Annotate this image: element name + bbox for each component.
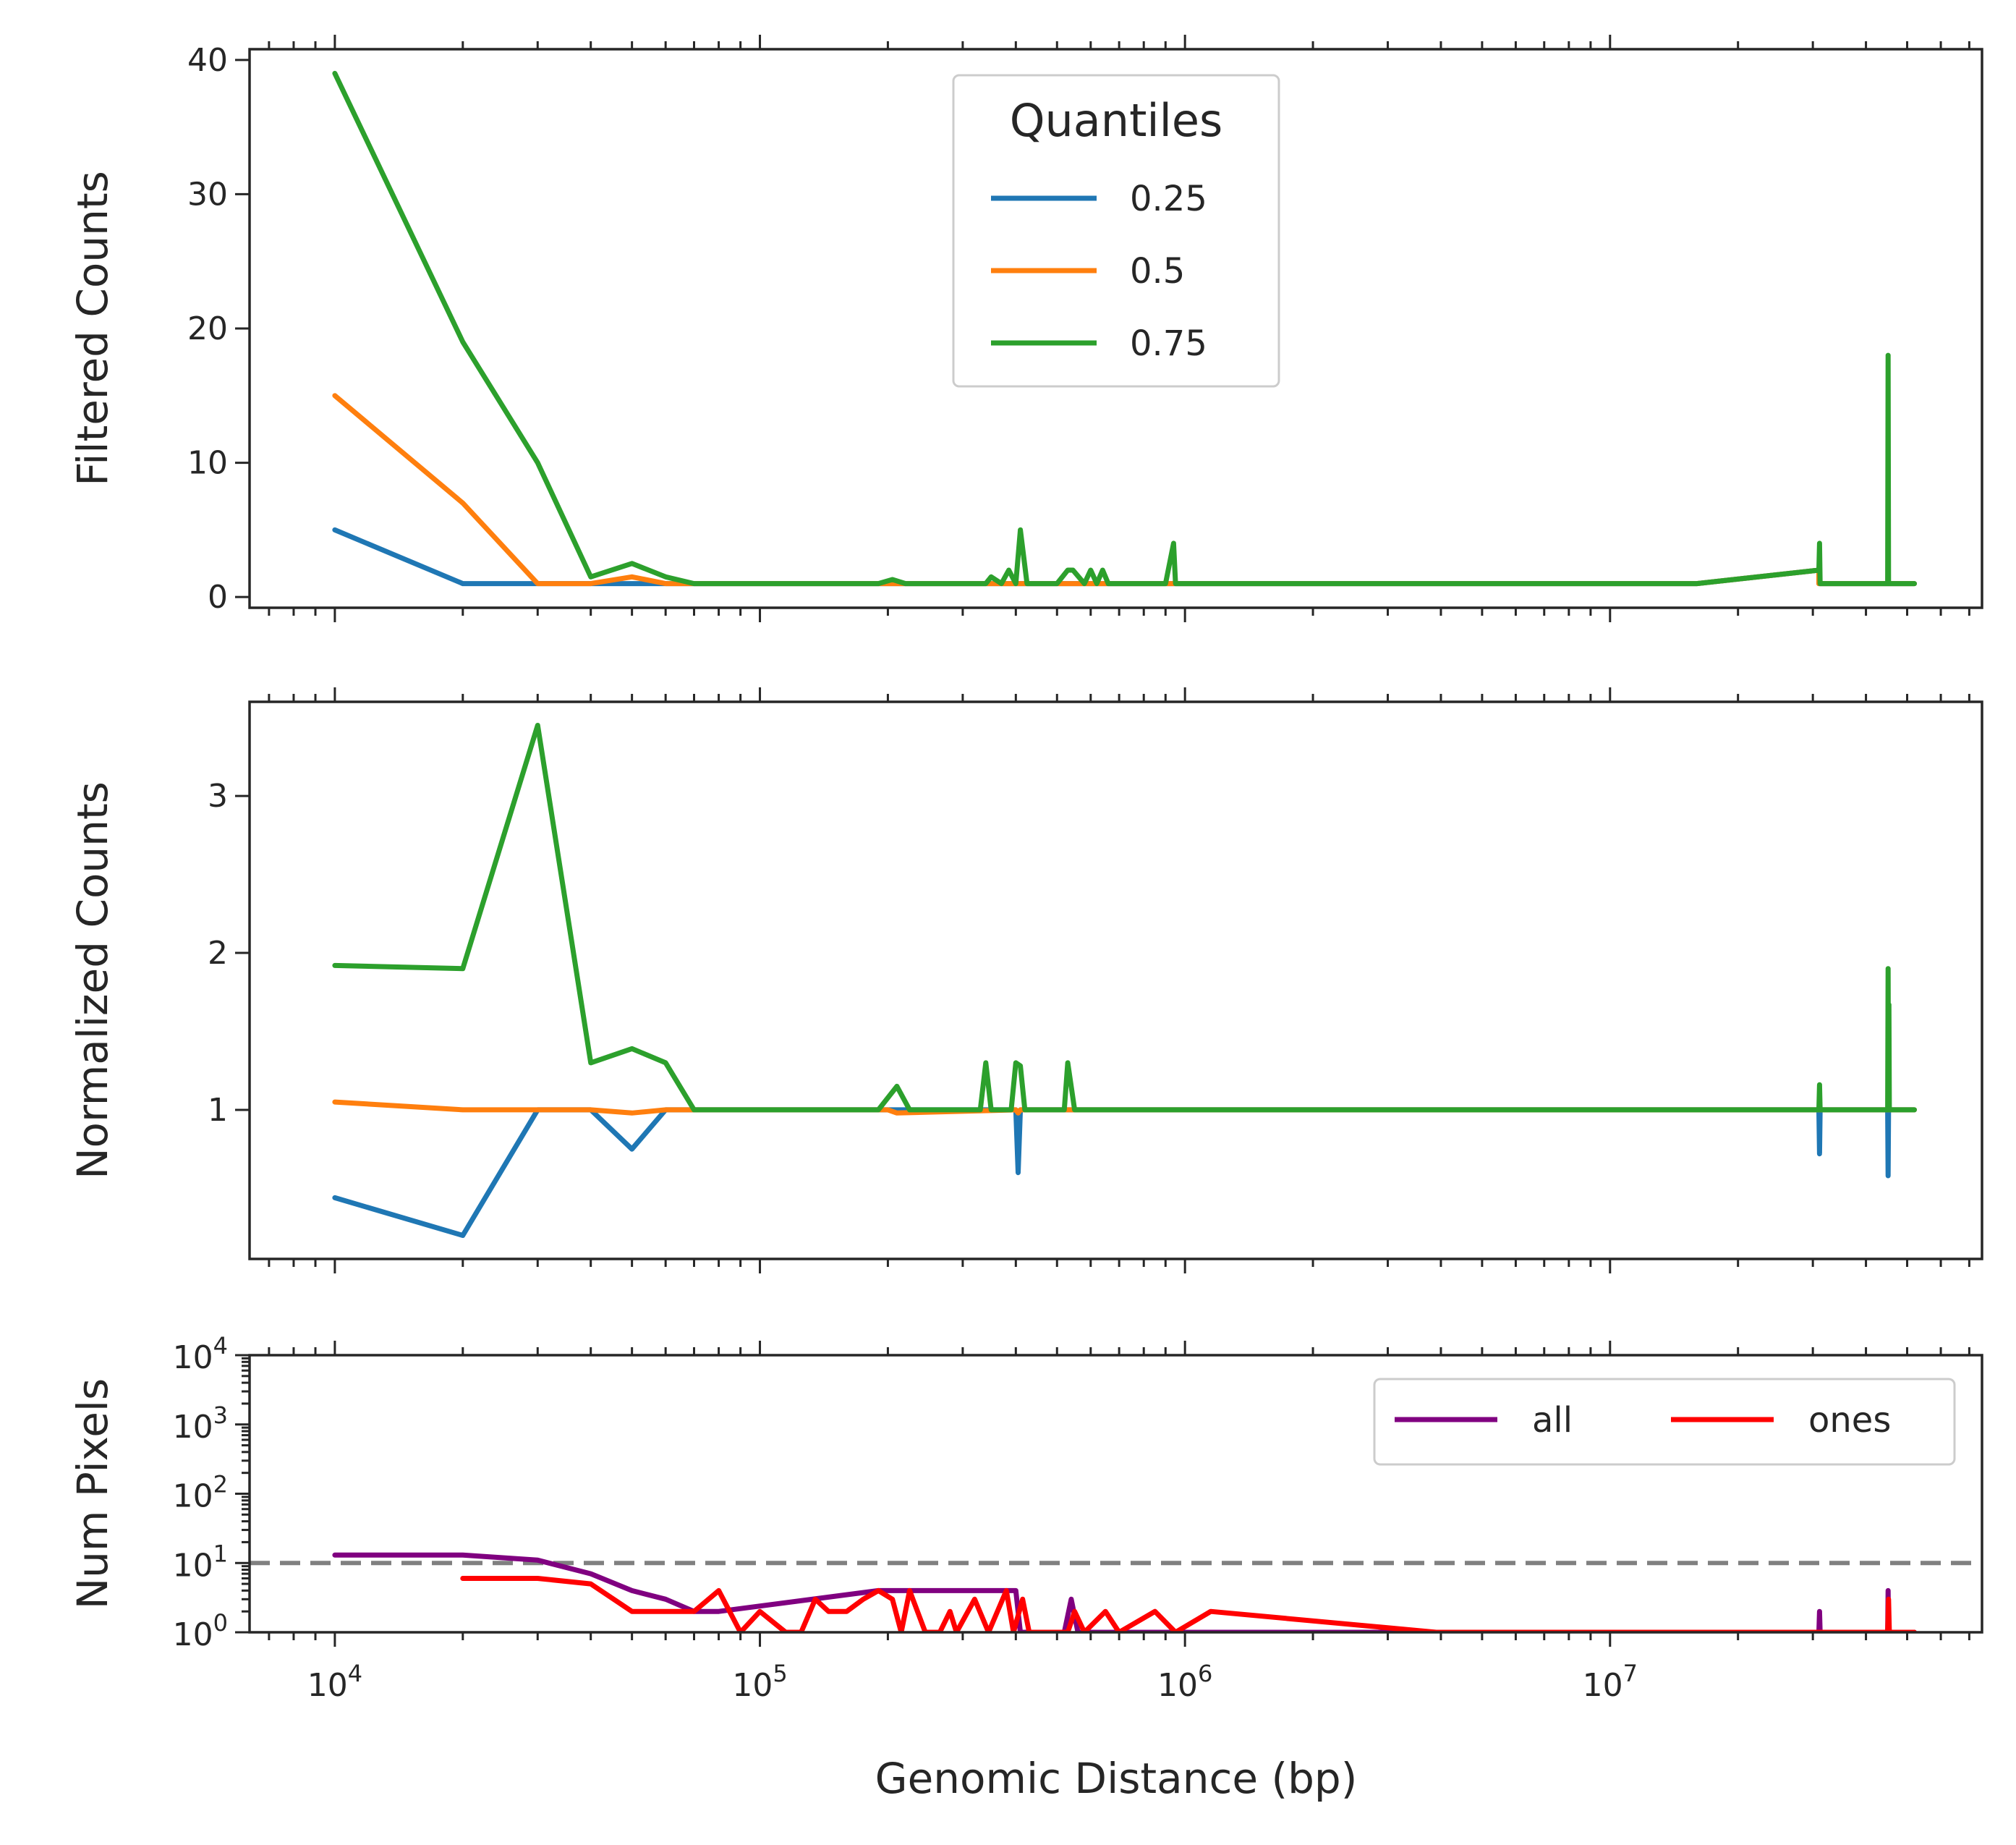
y-tick-label: 1 bbox=[208, 1092, 228, 1129]
series-line-0.75 bbox=[332, 70, 1917, 587]
legend-label: ones bbox=[1808, 1400, 1891, 1441]
y-tick-label: 20 bbox=[187, 310, 228, 347]
series-group bbox=[332, 723, 1917, 1238]
legend-label: 0.25 bbox=[1130, 179, 1207, 219]
legend-box bbox=[1373, 1378, 1956, 1466]
y-tick-label: 3 bbox=[208, 778, 228, 815]
legend-box bbox=[952, 74, 1280, 388]
legend-label: all bbox=[1532, 1400, 1573, 1441]
y-axis-label: Normalized Counts bbox=[68, 781, 117, 1179]
panel-1: 0 10 20 30 40 Filtered Counts Quantiles 0.25 0.5… bbox=[68, 35, 1983, 622]
y-tick-label: 100 bbox=[173, 1609, 228, 1653]
panel-3: 104 105 106 107 100 101 102 103 104 Num Pixels all… bbox=[68, 1332, 1983, 1704]
y-ticks: 1 2 3 bbox=[208, 778, 250, 1129]
series-line-all bbox=[332, 1552, 1917, 1632]
x-axis-label: Genomic Distance (bp) bbox=[875, 1754, 1358, 1803]
panels: 0 10 20 30 40 Filtered Counts Quantiles 0.25 0.5… bbox=[68, 35, 1983, 1704]
x-tick-label: 105 bbox=[732, 1660, 787, 1704]
series-line-0.75 bbox=[332, 723, 1917, 1113]
legend: all ones bbox=[1373, 1378, 1956, 1466]
legend-label: 0.5 bbox=[1130, 251, 1185, 292]
y-tick-label: 102 bbox=[173, 1471, 228, 1515]
y-ticks: 100 101 102 103 104 bbox=[173, 1332, 250, 1653]
y-tick-label: 101 bbox=[173, 1540, 228, 1584]
y-tick-label: 2 bbox=[208, 935, 228, 972]
series-group bbox=[332, 1552, 1917, 1632]
y-axis-label: Num Pixels bbox=[68, 1378, 117, 1609]
y-tick-label: 103 bbox=[173, 1401, 228, 1446]
legend: Quantiles 0.25 0.5 0.75 bbox=[952, 74, 1280, 388]
y-ticks: 0 10 20 30 40 bbox=[187, 42, 250, 616]
panel-2: 1 2 3 Normalized Counts bbox=[68, 687, 1983, 1273]
series-line-ones bbox=[460, 1576, 1917, 1632]
x-ticks: 104 105 106 107 bbox=[268, 1341, 1970, 1704]
y-tick-label: 10 bbox=[187, 445, 228, 482]
y-tick-label: 40 bbox=[187, 42, 228, 79]
x-tick-label: 106 bbox=[1157, 1660, 1212, 1704]
series-group bbox=[332, 70, 1917, 587]
y-tick-label: 30 bbox=[187, 176, 228, 213]
legend-label: 0.75 bbox=[1130, 323, 1207, 364]
x-tick-label: 104 bbox=[307, 1660, 362, 1704]
legend-title: Quantiles bbox=[1010, 94, 1223, 147]
x-ticks bbox=[268, 35, 1970, 622]
x-ticks bbox=[268, 687, 1970, 1273]
y-tick-label: 104 bbox=[173, 1332, 228, 1376]
x-tick-label: 107 bbox=[1583, 1660, 1638, 1704]
axes-frame bbox=[248, 700, 1983, 1260]
y-tick-label: 0 bbox=[208, 579, 228, 616]
y-axis-label: Filtered Counts bbox=[68, 171, 117, 486]
